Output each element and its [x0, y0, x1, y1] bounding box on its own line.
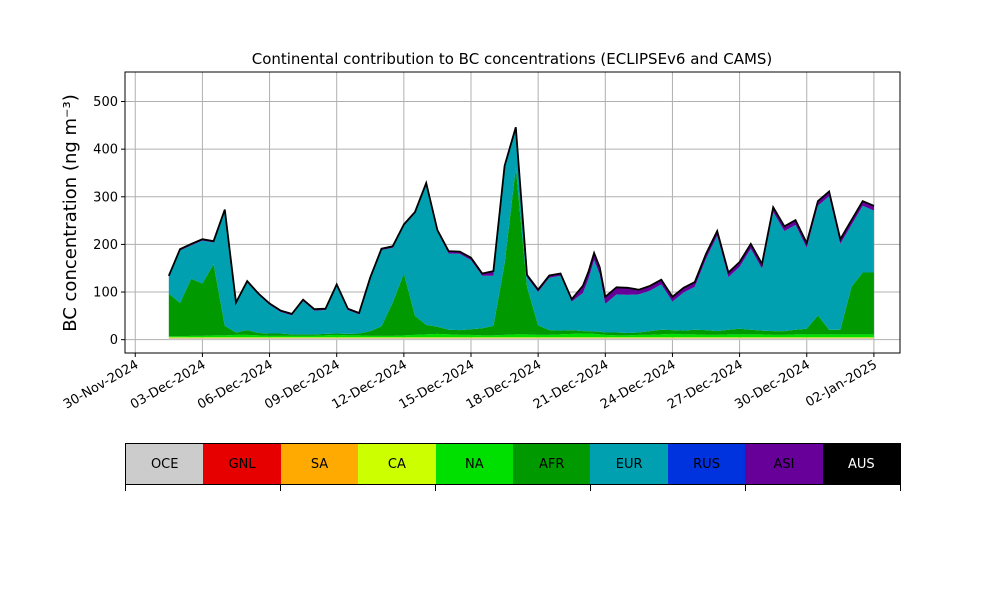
- legend-item-afr: AFR: [513, 444, 591, 484]
- chart-title: Continental contribution to BC concentra…: [252, 50, 773, 68]
- legend-item-oce: OCE: [126, 444, 204, 484]
- colorbar-tick: [900, 485, 901, 491]
- y-tick-label: 0: [110, 333, 118, 348]
- plot-frame: [124, 71, 901, 354]
- plot-area: 30-Nov-202403-Dec-202406-Dec-202409-Dec-…: [61, 71, 901, 413]
- legend-item-asi: ASI: [745, 444, 823, 484]
- area-oce: [168, 338, 874, 340]
- y-tick-label: 100: [93, 286, 118, 301]
- y-tick-label: 500: [93, 95, 118, 110]
- legend-item-eur: EUR: [590, 444, 668, 484]
- x-tick-label: 18-Dec-2024: [464, 357, 544, 412]
- y-tick-label: 200: [93, 238, 118, 253]
- colorbar-tick: [590, 485, 591, 491]
- y-axis-label: BC concentration (ng m⁻³): [60, 94, 81, 332]
- colorbar-tick: [280, 485, 281, 491]
- area-na: [168, 333, 874, 338]
- y-tick-label: 400: [93, 143, 118, 158]
- colorbar-tick: [435, 485, 436, 491]
- x-tick-label: 24-Dec-2024: [598, 357, 678, 412]
- x-tick-label: 06-Dec-2024: [195, 357, 275, 412]
- colorbar-tick: [745, 485, 746, 491]
- x-tick-label: 12-Dec-2024: [329, 357, 409, 412]
- legend-item-sa: SA: [280, 444, 359, 484]
- colorbar-tick: [125, 485, 126, 491]
- x-tick-label: 03-Dec-2024: [128, 357, 208, 412]
- area-eur: [168, 129, 874, 335]
- legend-colorbar: OCE GNL SA CA NA AFR EUR RUS ASI AUS: [125, 443, 901, 485]
- legend-item-rus: RUS: [667, 444, 746, 484]
- area-ca: [168, 337, 874, 338]
- total-line: [167, 126, 875, 315]
- x-tick-label: 27-Dec-2024: [665, 357, 745, 412]
- y-tick-label: 300: [93, 190, 118, 205]
- legend-item-gnl: GNL: [203, 444, 281, 484]
- x-tick-label: 21-Dec-2024: [531, 357, 611, 412]
- x-tick-label: 30-Dec-2024: [732, 357, 812, 412]
- legend-item-aus: AUS: [822, 444, 901, 484]
- area-afr: [168, 167, 874, 337]
- x-tick-label: 02-Jan-2025: [803, 357, 880, 410]
- x-tick-label: 30-Nov-2024: [61, 357, 141, 412]
- x-tick-label: 09-Dec-2024: [262, 357, 342, 412]
- x-tick-label: 15-Dec-2024: [397, 357, 477, 412]
- legend-item-ca: CA: [358, 444, 436, 484]
- chart-svg: 30-Nov-202403-Dec-202406-Dec-202409-Dec-…: [60, 50, 901, 413]
- legend-item-na: NA: [435, 444, 514, 484]
